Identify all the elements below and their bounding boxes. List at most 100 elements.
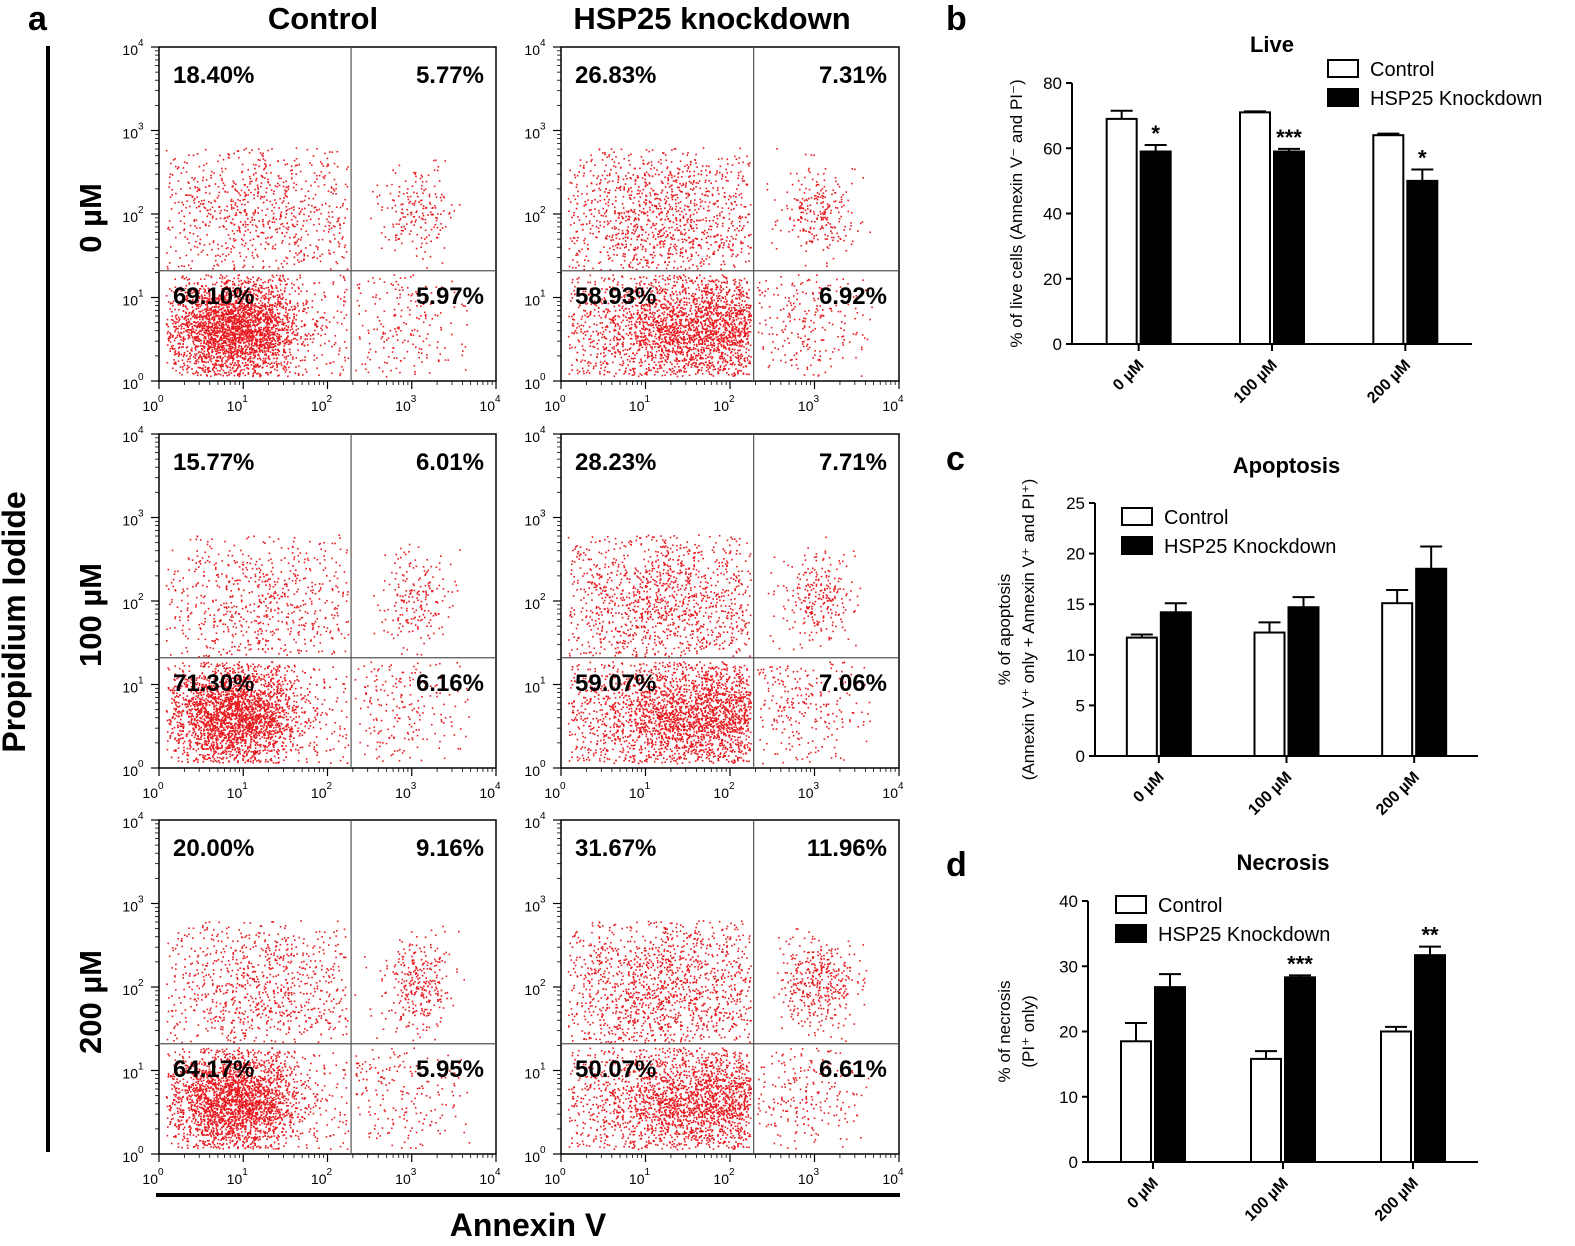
- chart-legend: Control HSP25 Knockdown: [1115, 895, 1330, 946]
- y-axis-label: % of live cells (Annexin V⁻ and PI⁻): [1007, 79, 1026, 347]
- significance-mark: *: [1151, 121, 1160, 146]
- category-label: 100 µM: [1242, 1175, 1292, 1225]
- y-tick-label: 20: [1043, 270, 1062, 289]
- x-tick-label: 102: [311, 394, 333, 414]
- bar-knockdown: [1415, 567, 1448, 758]
- x-tick-label: 100: [544, 781, 566, 801]
- x-tick-label: 104: [882, 781, 904, 801]
- x-tick-label: 102: [713, 781, 735, 801]
- quadrant-upper-right: 7.31%: [819, 62, 887, 89]
- y-tick-label: 10: [1059, 1088, 1078, 1107]
- bar-control: [1239, 111, 1271, 345]
- y-tick-label: 101: [122, 676, 144, 696]
- x-tick-label: 104: [479, 394, 501, 414]
- bar-knockdown: [1284, 976, 1316, 1164]
- y-tick-label: 103: [122, 895, 144, 915]
- x-tick-label: 104: [882, 1167, 904, 1187]
- chart-title: Necrosis: [1237, 850, 1330, 875]
- y-tick-label: 102: [122, 205, 144, 225]
- y-tick-label: 104: [524, 38, 546, 58]
- quadrant-upper-left: 15.77%: [173, 449, 254, 476]
- bar-control: [1105, 117, 1138, 345]
- x-tick-label: 104: [882, 394, 904, 414]
- y-tick-label: 101: [122, 289, 144, 309]
- category-label: 200 µM: [1364, 357, 1414, 407]
- row-title-0uM: 0 µM: [73, 183, 108, 253]
- bar-knockdown: [1139, 150, 1172, 345]
- y-tick-label: 0: [1076, 747, 1085, 766]
- y-tick-label: 15: [1066, 595, 1085, 614]
- y-tick-label: 101: [524, 1062, 546, 1082]
- category-label: 0 µM: [1110, 357, 1147, 394]
- y-tick-label: 25: [1066, 494, 1085, 513]
- x-tick-label: 101: [629, 1167, 651, 1187]
- bar-control: [1253, 631, 1286, 758]
- x-tick-label: 103: [798, 394, 820, 414]
- category-label: 100 µM: [1231, 357, 1281, 407]
- y-tick-label: 103: [524, 509, 546, 529]
- y-tick-label: 102: [524, 978, 546, 998]
- y-tick-label: 20: [1059, 1023, 1078, 1042]
- quadrant-lower-left: 50.07%: [575, 1056, 656, 1083]
- legend-label: Control: [1370, 59, 1434, 81]
- y-tick-label: 101: [524, 289, 546, 309]
- chart-title: Live: [1250, 32, 1294, 57]
- y-tick-label: 104: [524, 425, 546, 445]
- quadrant-lower-left: 69.10%: [173, 283, 254, 310]
- y-tick-label: 100: [524, 759, 546, 779]
- legend-swatch: [1327, 88, 1359, 107]
- x-tick-label: 102: [311, 1167, 333, 1187]
- y-tick-label: 20: [1066, 545, 1085, 564]
- y-tick-label: 102: [524, 592, 546, 612]
- legend-label: Control: [1158, 895, 1222, 917]
- y-tick-label: 0: [1069, 1153, 1078, 1172]
- x-tick-label: 102: [311, 781, 333, 801]
- quadrant-lower-left: 58.93%: [575, 283, 656, 310]
- y-tick-label: 5: [1076, 696, 1085, 715]
- y-axis-label-line1: % of necrosis: [995, 980, 1014, 1082]
- bar-control: [1120, 1040, 1152, 1163]
- x-tick-label: 102: [713, 1167, 735, 1187]
- x-tick-label: 100: [142, 394, 164, 414]
- y-tick-label: 100: [122, 372, 144, 392]
- bar-knockdown: [1273, 150, 1305, 345]
- panel-label-c: c: [946, 440, 965, 478]
- legend-swatch: [1327, 59, 1359, 78]
- panel-label-a: a: [28, 0, 48, 38]
- quadrant-lower-right: 5.97%: [416, 283, 484, 310]
- y-tick-label: 40: [1059, 892, 1078, 911]
- legend-swatch: [1121, 507, 1153, 526]
- x-tick-label: 104: [479, 781, 501, 801]
- y-tick-label: 101: [524, 676, 546, 696]
- x-tick-label: 100: [142, 1167, 164, 1187]
- bar-knockdown: [1154, 986, 1186, 1163]
- chart-legend: Control HSP25 Knockdown: [1327, 59, 1542, 110]
- y-tick-label: 0: [1053, 335, 1062, 354]
- bar-control: [1125, 636, 1158, 758]
- quadrant-upper-left: 31.67%: [575, 835, 656, 862]
- quadrant-lower-right: 7.06%: [819, 670, 887, 697]
- flow-dots: [165, 534, 470, 764]
- legend-label: HSP25 Knockdown: [1158, 924, 1330, 946]
- y-tick-label: 101: [122, 1062, 144, 1082]
- legend-label: HSP25 Knockdown: [1164, 536, 1336, 558]
- bar-charts: Live 0 20 40 60 80 % of live cells (Annexin V⁻…: [995, 32, 1542, 1225]
- x-tick-label: 103: [395, 781, 417, 801]
- quadrant-upper-left: 26.83%: [575, 62, 656, 89]
- y-axis-label-line1: % of apoptosis: [995, 574, 1014, 686]
- bar-control: [1380, 1030, 1412, 1163]
- x-tick-label: 101: [629, 781, 651, 801]
- bar-control: [1381, 602, 1414, 757]
- y-tick-label: 102: [122, 978, 144, 998]
- y-tick-label: 104: [524, 811, 546, 831]
- bar-knockdown: [1414, 954, 1446, 1163]
- quadrant-upper-right: 9.16%: [416, 835, 484, 862]
- column-title-knockdown: HSP25 knockdown: [573, 1, 850, 36]
- x-tick-label: 103: [395, 394, 417, 414]
- significance-mark: *: [1418, 145, 1427, 170]
- x-tick-label: 100: [544, 394, 566, 414]
- flow-dots: [165, 920, 471, 1150]
- bar-chart-b: Live 0 20 40 60 80 % of live cells (Annexin V⁻…: [1007, 32, 1542, 407]
